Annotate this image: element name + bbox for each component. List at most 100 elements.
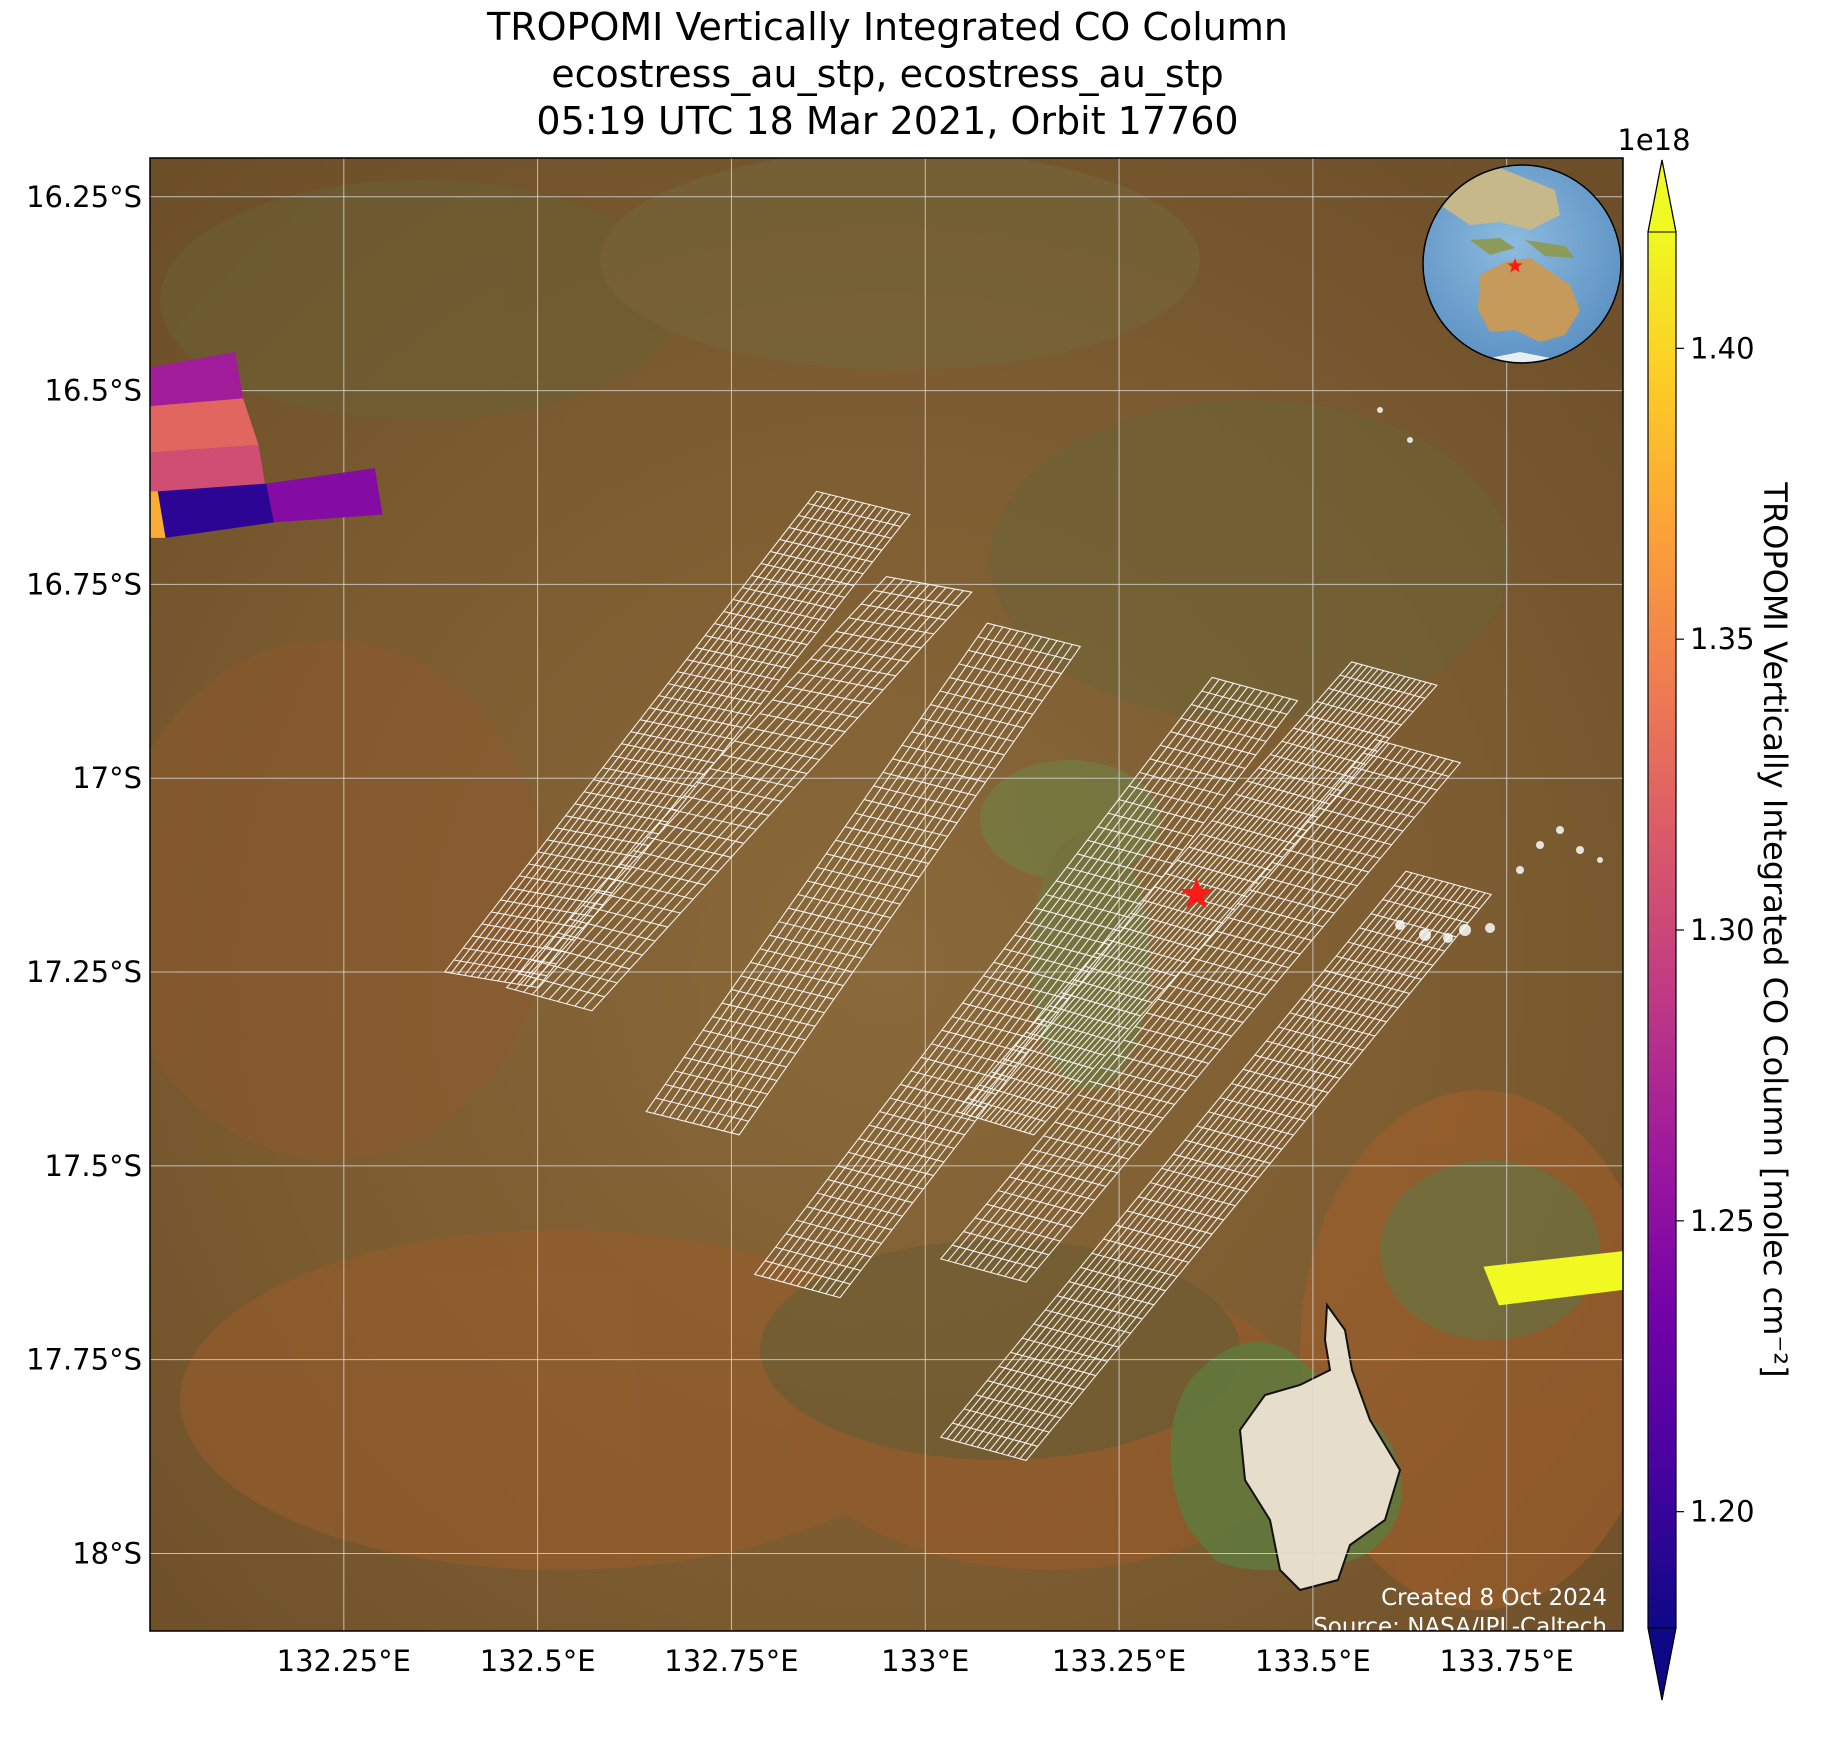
swath-grid-line [993, 961, 1080, 987]
swath-grid-line [1020, 1162, 1107, 1187]
swath-grid-line [759, 713, 846, 733]
colorbar-tick-label: 1.35 [1690, 622, 1755, 656]
swath-grid-line [1149, 1181, 1236, 1207]
swath-grid-line [1066, 866, 1152, 892]
ecostress-swath [753, 676, 1299, 1299]
swath-grid-line [1370, 913, 1457, 938]
swath-grid-line [987, 1380, 1073, 1405]
swath-grid-line [649, 707, 743, 728]
swath-grid-line [1180, 717, 1267, 742]
ecostress-swath [443, 490, 911, 989]
swath-grid-line [1324, 969, 1410, 995]
swath-grid-line [611, 755, 706, 776]
swath-grid-line [1191, 704, 1277, 729]
swath-grid-line [835, 839, 929, 865]
swath-grid-line [1159, 744, 1246, 770]
swath-grid-line [1146, 1012, 1232, 1037]
tropomi-pixel [157, 483, 275, 538]
swath-grid-line [785, 685, 871, 705]
ecostress-swath-grid [443, 490, 1493, 1462]
swath-grid-line [491, 911, 585, 929]
swath-grid-line [1242, 1068, 1329, 1094]
swath-grid-line [1056, 880, 1142, 905]
map-panel[interactable]: Created 8 Oct 2024 Source: NASA/JPL-Calt… [110, 150, 1660, 1640]
swath-grid-line [1165, 872, 1248, 898]
swath-grid-line [1211, 820, 1295, 845]
swath-grid-line [683, 1056, 778, 1082]
swath-grid-line [546, 839, 641, 859]
swath-grid-line [1134, 1025, 1221, 1051]
swath-grid-line [630, 731, 724, 752]
swath-grid-line [941, 1029, 1028, 1054]
swath-grid-line [1363, 752, 1449, 777]
swath-grid-line [1281, 740, 1366, 766]
swath-grid-line [1076, 853, 1163, 878]
swath-grid-line [709, 767, 795, 789]
swath-grid-line [1002, 1058, 1082, 1083]
swath-grid-line [1091, 1252, 1178, 1278]
swath-grid-line [1170, 731, 1256, 756]
swath-grid-line [806, 1206, 893, 1231]
colorbar-tick-label: 1.20 [1690, 1495, 1755, 1529]
swath-grid-line [1200, 833, 1283, 858]
lat-tick-label: 17.75°S [26, 1343, 142, 1377]
swath-grid-line [873, 589, 960, 607]
swath-grid-line [1049, 1005, 1129, 1030]
swath-grid-line [686, 659, 780, 681]
swath-grid-line [565, 815, 659, 835]
swath-grid-line [858, 1138, 945, 1163]
swath-grid-line [639, 719, 734, 740]
colorbar-tick-label: 1.25 [1690, 1204, 1755, 1238]
tropomi-pixel [150, 444, 267, 492]
swath-grid-line [1014, 934, 1101, 959]
swath-grid-line [621, 743, 715, 764]
swath-grid-line [778, 921, 872, 946]
swath-grid-line [910, 1070, 997, 1095]
lat-tick-label: 16.75°S [26, 567, 142, 601]
ecostress-swath [645, 622, 1082, 1136]
swath-grid-line [972, 988, 1059, 1014]
swath-grid-line [775, 1246, 861, 1272]
swath-grid-line [1196, 1125, 1283, 1150]
swath-grid-line [772, 699, 858, 719]
swath-grid-line [1161, 1167, 1248, 1193]
swath-grid-line [854, 812, 948, 837]
swath-grid-line [747, 726, 833, 747]
swath-grid-line [797, 514, 892, 539]
swath-grid-line [848, 1151, 934, 1177]
swath-grid-line [721, 754, 808, 775]
australia-landmass [1478, 258, 1580, 342]
swath-grid-line [1089, 1080, 1175, 1105]
tropomi-pixel [150, 491, 166, 538]
tropomi-pixel [1483, 1251, 1623, 1306]
swath-grid-line [671, 808, 757, 830]
swath-grid-line [974, 1217, 1061, 1242]
swath-grid-line [1266, 1040, 1352, 1065]
swath-grid-line [1077, 1094, 1164, 1119]
swath-grid-line [797, 671, 884, 691]
colorbar-ramp [1648, 232, 1676, 1628]
swath-grid-line [556, 827, 650, 847]
swath-grid-line [1025, 1031, 1106, 1057]
swath-grid-line [1068, 1281, 1155, 1306]
swath-grid-line [760, 562, 855, 587]
map-title: TROPOMI Vertically Integrated CO Column … [150, 4, 1625, 145]
swath-grid-line [848, 617, 934, 635]
swath-grid-line [1118, 925, 1200, 951]
swath-grid-line [1219, 1097, 1306, 1122]
swath-grid-line [1340, 779, 1427, 805]
swath-grid-line [797, 893, 891, 919]
swath-grid-line [1009, 1176, 1095, 1201]
ecostress-swath [505, 576, 973, 1012]
swath-grid-line [1359, 927, 1445, 952]
swath-grid-line [1260, 875, 1347, 900]
inset-globe [1422, 164, 1622, 364]
swath-grid-line [911, 731, 1005, 756]
swath-grid-line [963, 1231, 1050, 1256]
swath-grid-line [557, 932, 643, 956]
swath-grid-line [1301, 998, 1387, 1023]
swath-grid-line [677, 671, 771, 693]
tropomi-pixel [150, 398, 259, 453]
swath-grid-line [962, 1002, 1049, 1027]
swath-grid-line [810, 658, 896, 677]
